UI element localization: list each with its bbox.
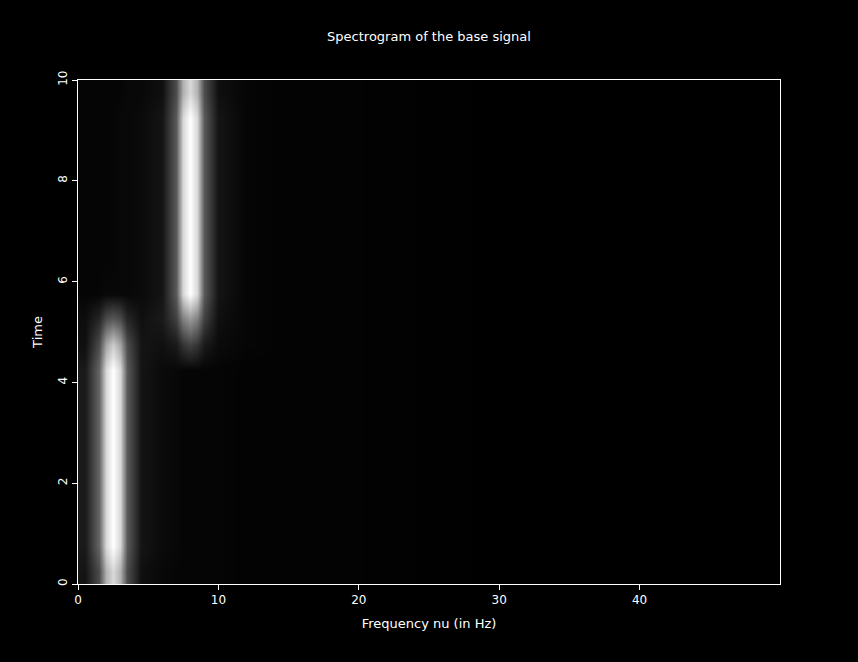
svg-text:20: 20 xyxy=(351,593,366,607)
svg-text:30: 30 xyxy=(492,593,507,607)
svg-text:6: 6 xyxy=(56,276,70,284)
svg-text:10: 10 xyxy=(211,593,226,607)
svg-text:Spectrogram of the base signal: Spectrogram of the base signal xyxy=(327,29,531,44)
svg-text:0: 0 xyxy=(74,593,82,607)
svg-text:2: 2 xyxy=(56,478,70,486)
svg-text:40: 40 xyxy=(632,593,647,607)
svg-text:Time: Time xyxy=(30,316,45,349)
svg-text:Frequency nu (in Hz): Frequency nu (in Hz) xyxy=(362,616,497,631)
svg-text:0: 0 xyxy=(56,578,70,586)
svg-text:4: 4 xyxy=(56,377,70,385)
svg-text:10: 10 xyxy=(56,71,70,86)
svg-text:8: 8 xyxy=(56,175,70,183)
